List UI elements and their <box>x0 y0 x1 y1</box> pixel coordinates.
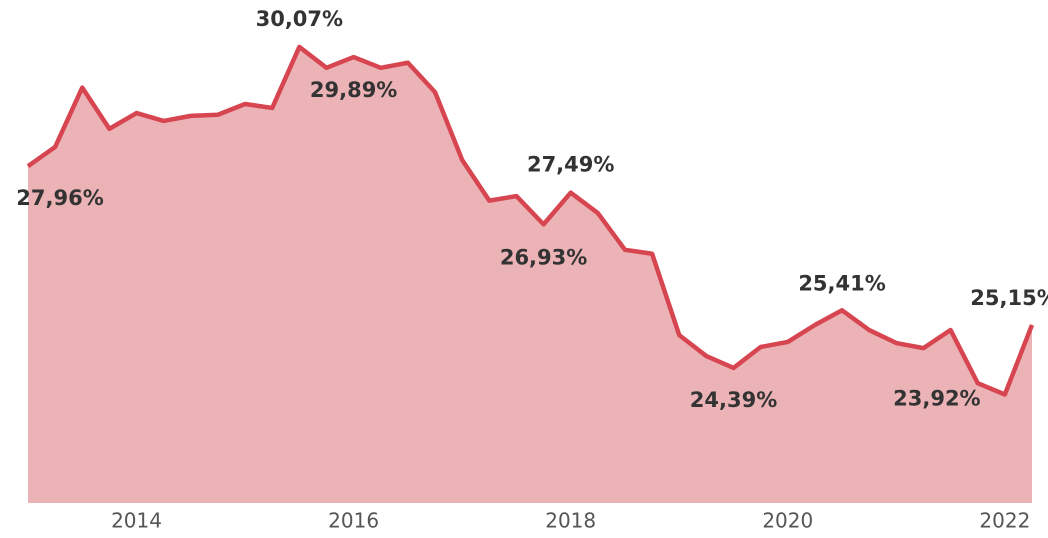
x-tick-label: 2020 <box>762 509 813 533</box>
data-label: 23,92% <box>893 386 980 410</box>
data-label: 26,93% <box>500 245 587 269</box>
data-label: 30,07% <box>256 7 343 31</box>
data-label: 24,39% <box>690 388 777 412</box>
data-label: 27,49% <box>527 153 614 177</box>
x-tick-label: 2014 <box>111 509 162 533</box>
x-tick-label: 2016 <box>328 509 379 533</box>
data-label: 27,96% <box>16 186 103 210</box>
data-label: 25,41% <box>798 271 885 295</box>
area-line <box>26 44 1035 397</box>
x-tick-label: 2022 <box>979 509 1030 533</box>
x-tick-label: 2018 <box>545 509 596 533</box>
data-label: 25,15% <box>970 286 1048 310</box>
data-label: 29,89% <box>310 78 397 102</box>
area-fill <box>28 46 1032 503</box>
